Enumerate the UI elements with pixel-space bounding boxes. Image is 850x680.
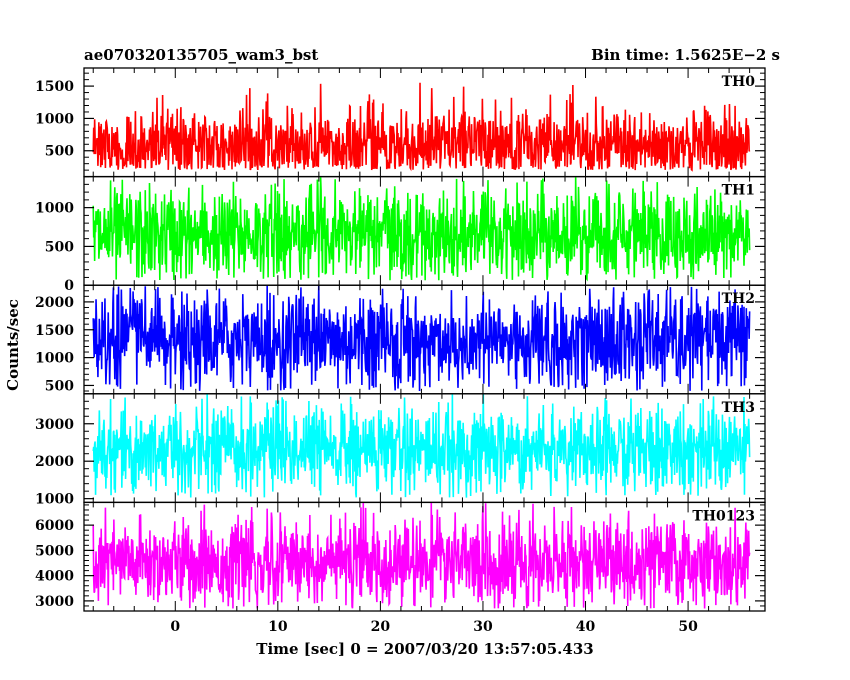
x-tick-label: 40 [576, 619, 596, 635]
y-tick-label: 1500 [35, 323, 74, 339]
y-tick-label: 1000 [35, 492, 74, 508]
series-trace-th3 [92, 394, 751, 498]
y-tick-label: 3000 [35, 594, 74, 610]
panel-th0123: 3000 4000 5000 6000 TH0123 [35, 501, 766, 612]
x-tick-label: 30 [473, 619, 493, 635]
series-trace-th2 [92, 285, 751, 391]
x-tick-label: 10 [268, 619, 288, 635]
series-trace-th0 [92, 82, 751, 172]
panel-label-th0: TH0 [722, 74, 756, 90]
series-trace-th0123 [92, 502, 751, 609]
panel-th1: 0 500 1000 TH1 [35, 175, 766, 294]
y-axis-label: Counts/sec [4, 299, 22, 391]
y-tick-label: 6000 [35, 518, 74, 534]
panel-label-th2: TH2 [722, 291, 755, 307]
panel-label-th1: TH1 [722, 183, 755, 199]
x-tick-label: 20 [371, 619, 391, 635]
panel-th3: 1000 2000 3000 TH3 [35, 393, 766, 508]
chart-title-right: Bin time: 1.5625E−2 s [591, 46, 780, 64]
x-tick-label: 50 [678, 619, 698, 635]
y-tick-label: 1000 [35, 351, 74, 367]
panel-frame [83, 501, 766, 612]
y-tick-label: 2000 [35, 295, 74, 311]
y-tick-label: 5000 [35, 543, 74, 559]
panel-th2: 500 1000 1500 2000 TH2 [35, 284, 766, 395]
y-tick-label: 0 [64, 278, 74, 294]
x-axis-label: Time [sec] 0 = 2007/03/20 13:57:05.433 [256, 640, 593, 658]
y-tick-label: 500 [45, 239, 74, 255]
series-trace-th1 [92, 177, 751, 282]
y-tick-label: 2000 [35, 454, 74, 470]
y-tick-label: 500 [45, 378, 74, 394]
x-tick-label: 0 [170, 619, 180, 635]
y-tick-label: 1000 [35, 111, 74, 127]
panel-label-th0123: TH0123 [692, 508, 755, 524]
y-tick-label: 500 [45, 144, 74, 160]
panel-label-th3: TH3 [722, 400, 755, 416]
chart-title-left: ae070320135705_wam3_bst [84, 46, 318, 64]
panel-th0: 500 1000 1500 TH0 [35, 67, 766, 178]
y-tick-label: 1500 [35, 79, 74, 95]
y-tick-label: 3000 [35, 417, 74, 433]
y-tick-label: 1000 [35, 201, 74, 217]
y-tick-label: 4000 [35, 569, 74, 585]
